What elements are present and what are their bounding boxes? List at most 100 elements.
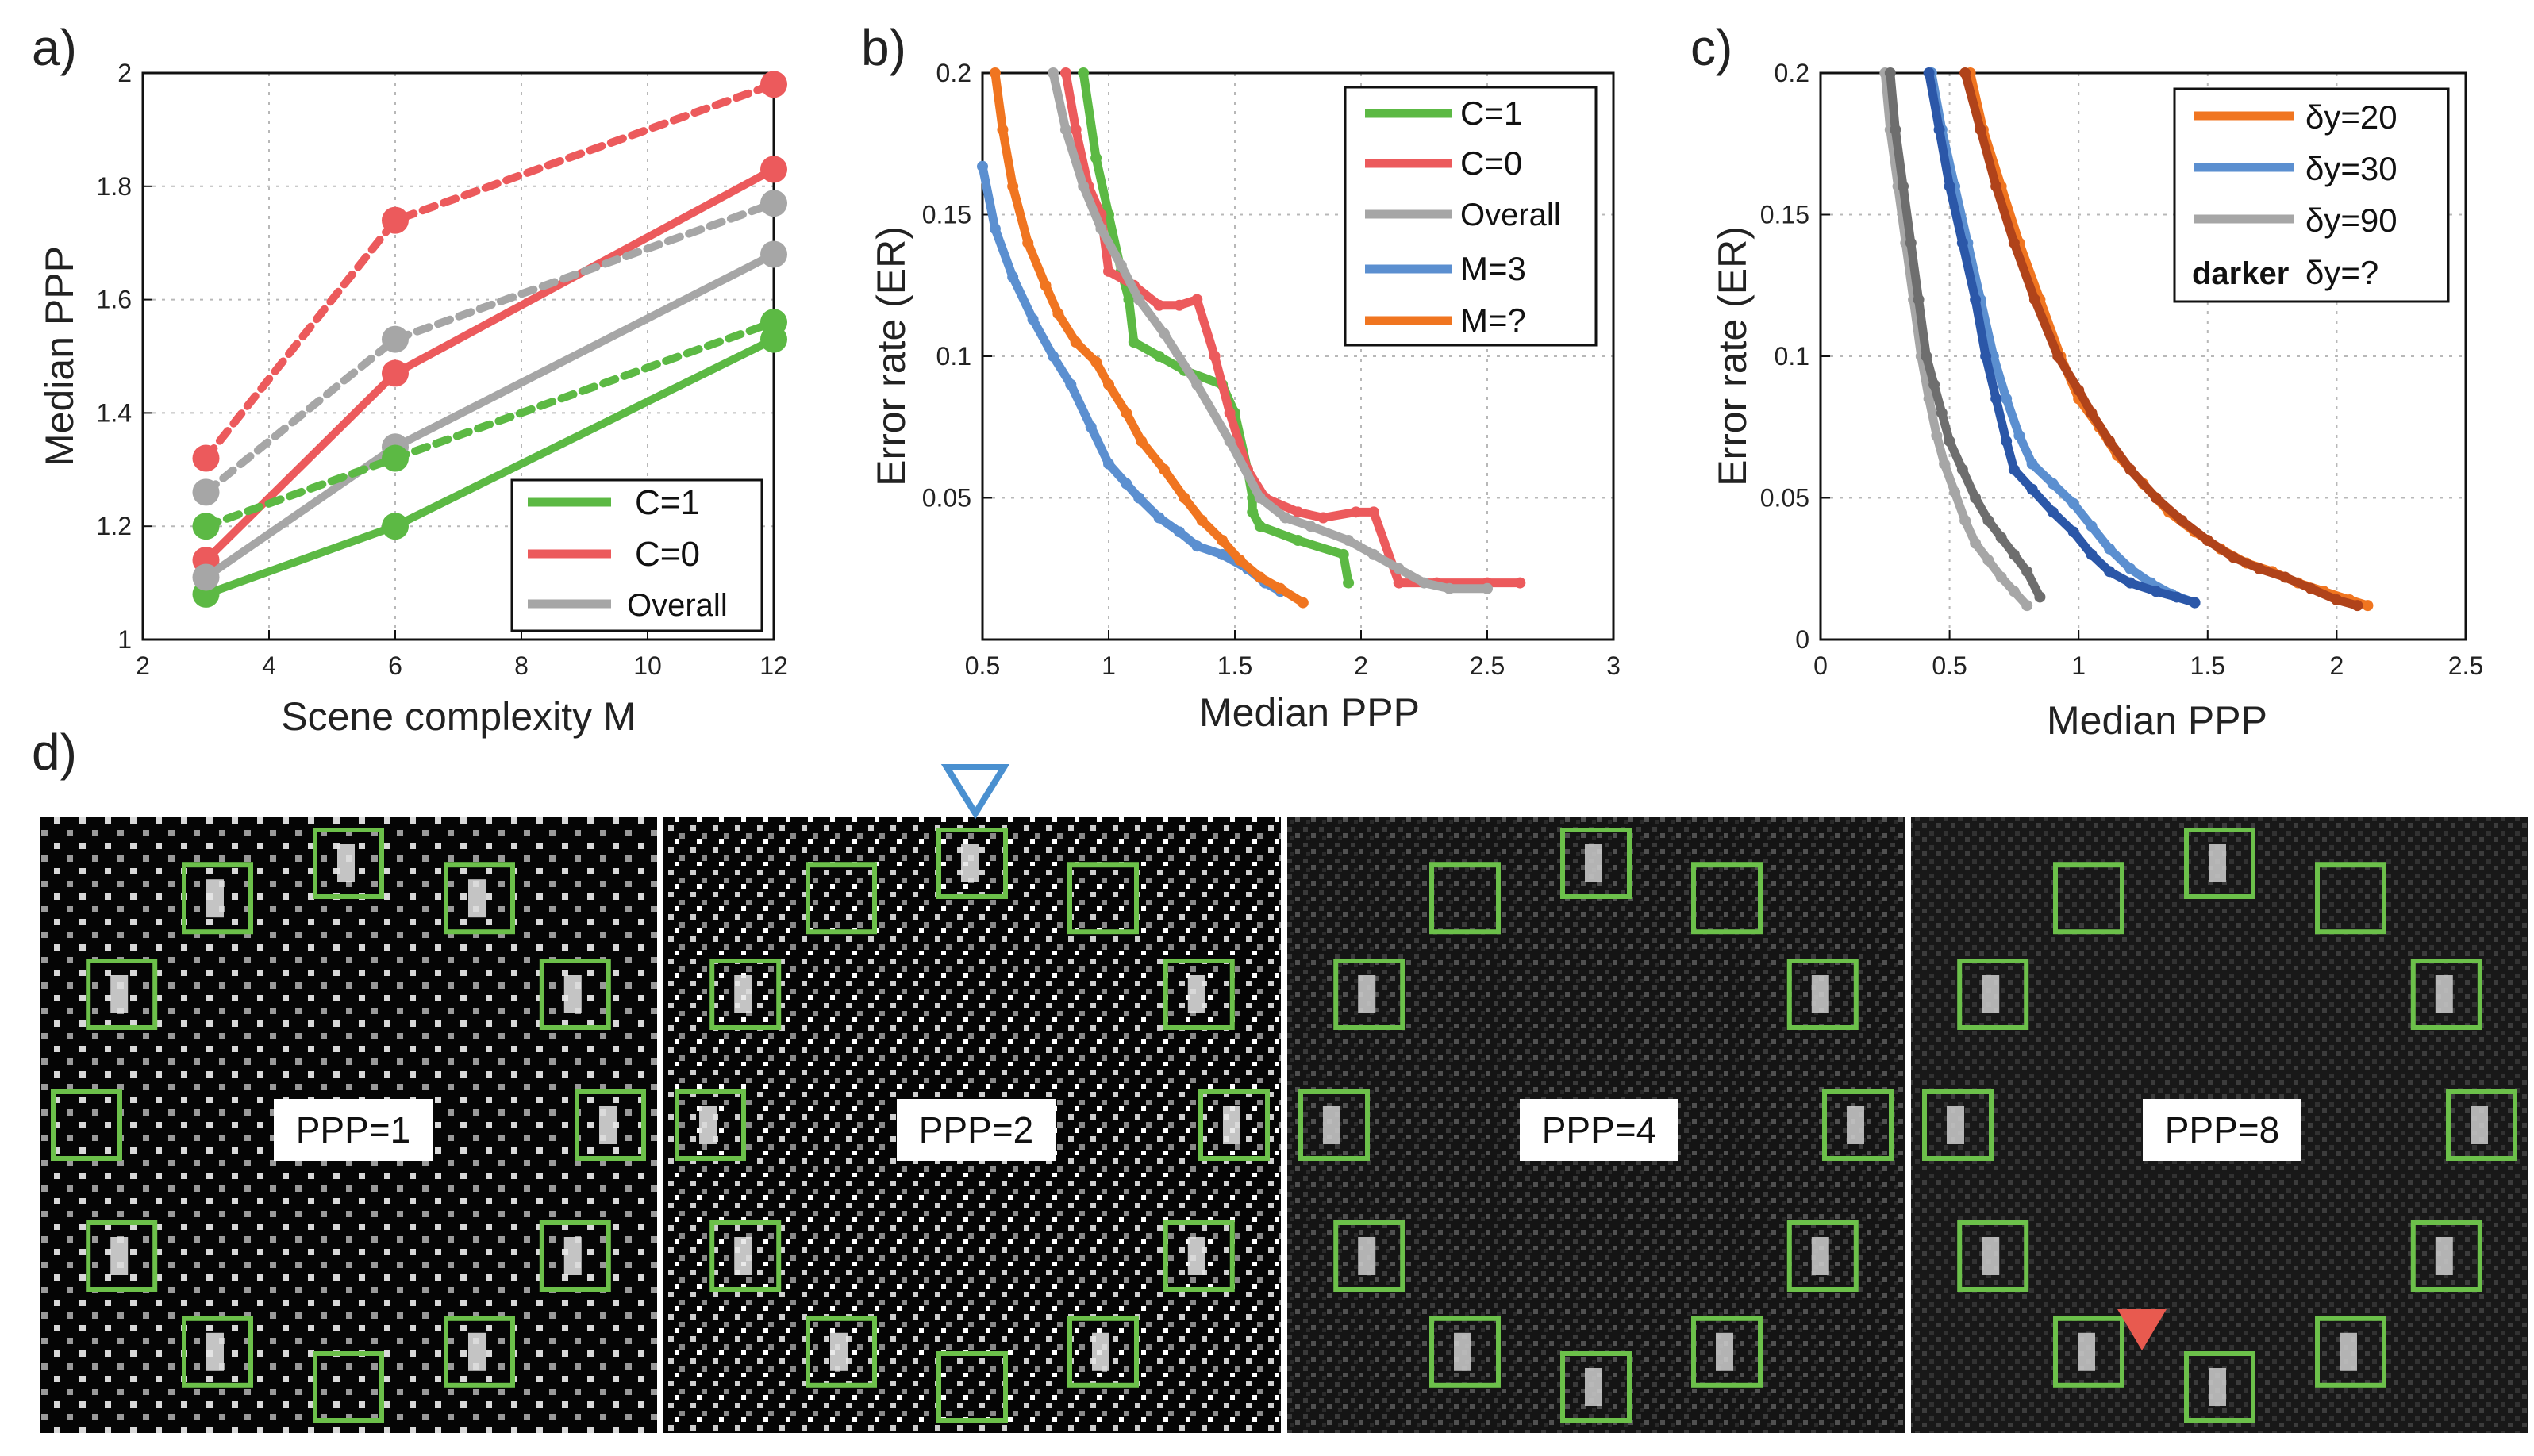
chart-b-ytick-label: 0.1: [936, 342, 971, 371]
chart-c-legend-label-1: δy=30: [2305, 150, 2397, 187]
chart-a-frame: [141, 71, 775, 641]
chart-c-point: [2104, 436, 2116, 448]
tile-label-ppp1: PPP=1: [274, 1099, 433, 1161]
chart-b-point: [1153, 299, 1165, 311]
chart-b-point: [1103, 265, 1114, 277]
chart-b-series-line-0: [1079, 68, 1353, 588]
detection-blob: [1092, 1332, 1109, 1371]
chart-c-point: [1905, 237, 1917, 249]
chart-c-yticks: 0 0.05 0.1 0.15 0.2: [1760, 59, 1830, 654]
chart-c-point: [2008, 586, 2020, 597]
chart-c-point: [2034, 591, 2046, 603]
chart-a-point: [192, 444, 220, 472]
detection-box: [1067, 862, 1139, 935]
chart-b-legend-label-1: C=0: [1460, 144, 1522, 182]
detection-blob: [1811, 975, 1829, 1013]
chart-b-point: [1128, 336, 1140, 348]
chart-c-point: [1939, 458, 1951, 470]
chart-c-point: [1956, 237, 1968, 249]
chart-b-xlabel: Median PPP: [1199, 690, 1420, 735]
chart-c-point: [2253, 563, 2265, 574]
chart-b-xtick-label: 2: [1354, 651, 1368, 680]
chart-a-xtick-label: 6: [388, 651, 402, 680]
chart-b-point: [1065, 378, 1077, 390]
chart-c-point: [2001, 436, 2013, 448]
detection-box: [86, 959, 158, 1030]
tile-label-text-ppp4: PPP=4: [1542, 1109, 1657, 1151]
detection-blob: [1811, 1237, 1829, 1275]
detection-box: [1333, 1220, 1405, 1292]
detection-box: [1198, 1089, 1270, 1161]
chart-b-point: [1007, 271, 1019, 283]
detection-box: [1957, 1220, 2029, 1292]
chart-c-point: [1982, 555, 1994, 567]
chart-a-point: [192, 478, 220, 506]
detection-blob: [110, 1237, 129, 1275]
chart-b-legend-label-0: C=1: [1460, 94, 1522, 132]
chart-a-legend: C=1 C=0 Overall: [510, 478, 763, 632]
chart-b-point: [1191, 378, 1203, 390]
detection-blob: [1323, 1106, 1340, 1144]
tile-label-text-ppp8: PPP=8: [2165, 1109, 2280, 1151]
detection-box: [709, 1220, 782, 1292]
chart-c-point: [2047, 506, 2059, 518]
chart-b-point: [1158, 463, 1170, 475]
chart-c-point: [2201, 535, 2213, 547]
chart-c-point: [1928, 378, 1940, 390]
detection-blob: [1847, 1106, 1864, 1144]
tile-separator: [1281, 817, 1287, 1433]
detection-blob: [1947, 1106, 1964, 1144]
chart-a-point: [760, 71, 787, 98]
detection-blob: [1585, 844, 1602, 882]
chart-a-point: [192, 513, 220, 540]
detection-box: [2315, 862, 2386, 935]
chart-a-ylabel: Median PPP: [37, 246, 82, 467]
chart-c-legend-label-3: δy=?: [2305, 254, 2378, 291]
chart-c-legend-label-2: δy=90: [2305, 202, 2397, 239]
detection-blob: [599, 1106, 617, 1144]
detection-box: [575, 1089, 646, 1161]
chart-b-point: [1090, 152, 1102, 164]
chart-c-point: [2176, 515, 2188, 527]
chart-b-point: [1234, 555, 1246, 567]
chart-a-point: [382, 444, 409, 472]
chart-b-point: [1279, 512, 1291, 524]
tile-label-ppp4: PPP=4: [1520, 1099, 1678, 1161]
chart-b-point: [1059, 67, 1071, 79]
chart-c-xtick-label: 1: [2071, 651, 2086, 680]
chart-c-point: [1921, 351, 1932, 362]
detection-box: [2446, 1089, 2517, 1161]
chart-b-legend-label-2: Overall: [1460, 198, 1561, 232]
chart-b-legend-label-3: M=3: [1460, 250, 1526, 287]
chart-c-xtick-label: 0: [1813, 651, 1828, 680]
detection-blob: [2078, 1332, 2095, 1371]
chart-c-xtick-label: 1.5: [2190, 651, 2225, 680]
chart-c-point: [1884, 67, 1896, 79]
chart-c-point: [2150, 586, 2162, 597]
detection-blob: [1454, 1332, 1471, 1371]
chart-c-point: [1970, 537, 1982, 549]
chart-c-point: [2104, 543, 2116, 555]
detection-box: [313, 828, 384, 899]
chart-a: 2 4 6 8 10 12 1 1.2 1.4 1.6 1.8 2 Scene complexity…: [37, 59, 788, 739]
detection-box: [1560, 828, 1632, 899]
chart-b-point: [989, 67, 1001, 79]
chart-c-point: [2026, 458, 2038, 470]
chart-b-point: [1514, 577, 1526, 589]
chart-c-point: [2001, 393, 2013, 405]
chart-b-point: [1343, 535, 1355, 547]
detection-box: [2053, 862, 2124, 935]
chart-c-point: [1959, 515, 1971, 527]
chart-c-legend-darker-prefix: darker: [2192, 256, 2289, 291]
chart-a-point: [382, 513, 409, 540]
chart-a-point: [760, 309, 787, 336]
chart-c-point: [2052, 351, 2064, 362]
chart-b-point: [1482, 582, 1493, 594]
chart-c: 0 0.5 1 1.5 2 2.5 00.050.10.150.2 Median PPP …: [1710, 59, 2483, 743]
detection-blob: [2435, 975, 2453, 1013]
chart-a-ytick-label: 1.2: [97, 512, 132, 540]
chart-b-point: [1367, 548, 1379, 560]
chart-c-point: [1944, 180, 1955, 192]
chart-b-point: [977, 160, 988, 172]
chart-b-point: [1121, 478, 1132, 490]
